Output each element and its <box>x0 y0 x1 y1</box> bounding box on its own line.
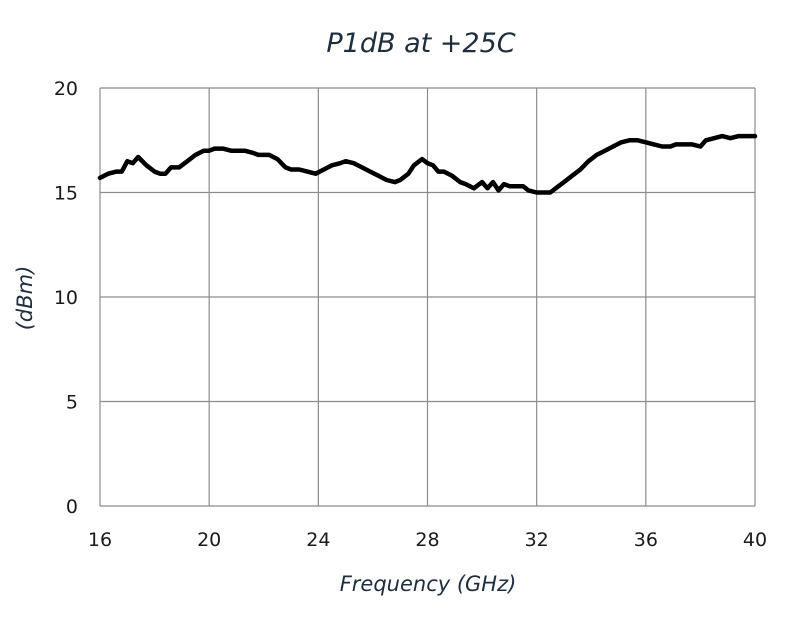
x-tick-label: 20 <box>197 529 221 551</box>
x-tick-labels: 16 20 24 28 32 36 40 <box>88 529 767 551</box>
x-axis-label: Frequency (GHz) <box>340 572 517 596</box>
y-tick-label: 10 <box>54 287 78 309</box>
y-axis-label: (dBm) <box>13 266 37 331</box>
y-tick-labels: 0 5 10 15 20 <box>54 78 78 518</box>
x-tick-label: 24 <box>306 529 330 551</box>
x-tick-label: 28 <box>415 529 439 551</box>
y-tick-label: 5 <box>66 392 78 414</box>
horizontal-gridlines <box>100 87 755 507</box>
y-tick-label: 15 <box>54 183 78 205</box>
y-tick-label: 20 <box>54 78 78 100</box>
x-tick-label: 36 <box>634 529 658 551</box>
x-tick-label: 32 <box>525 529 549 551</box>
x-tick-label: 16 <box>88 529 112 551</box>
y-tick-label: 0 <box>66 496 78 518</box>
x-tick-label: 40 <box>743 529 767 551</box>
chart-title: P1dB at +25C <box>326 28 515 59</box>
series-line <box>97 133 758 195</box>
